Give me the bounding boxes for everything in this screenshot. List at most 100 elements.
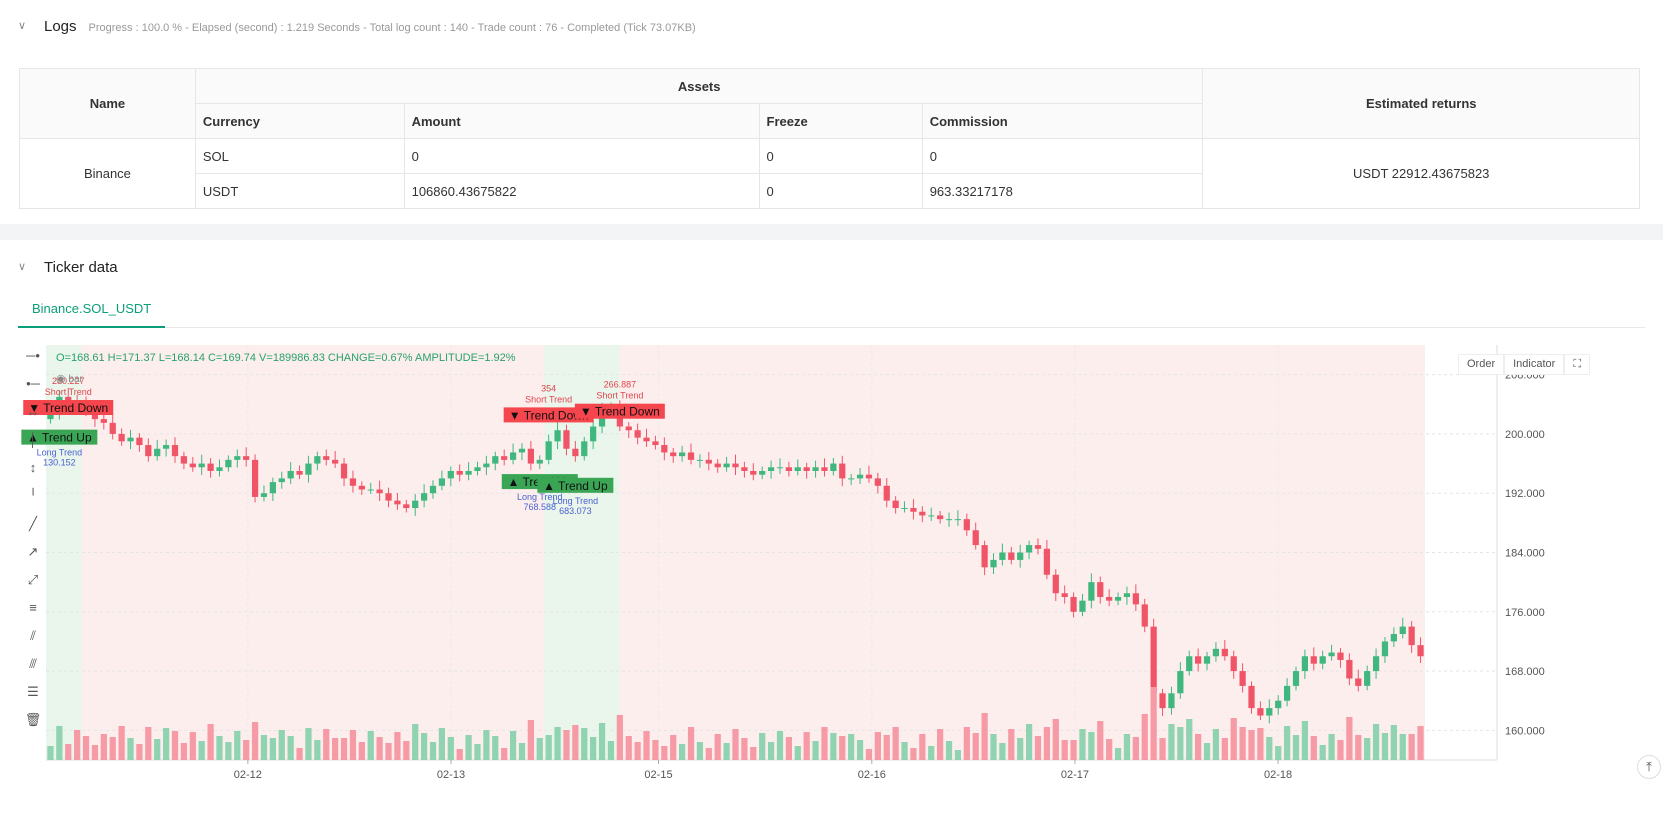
price-line-icon[interactable]: ≡ [29,600,37,615]
ticker-header[interactable]: ∨ Ticker data [18,259,118,276]
volume-bar [963,727,970,760]
fib-retracement-icon[interactable]: ☰ [27,684,39,699]
parallel-channel-icon[interactable]: ⫽ [30,628,36,643]
volume-bar [1230,718,1237,760]
annotation-top-text: Long Trend [37,448,83,458]
extended-line-icon[interactable]: ⤢ [27,572,39,587]
candle-body [1408,626,1415,646]
candle-body [492,456,499,464]
trend-line-icon[interactable]: ╱ [29,516,37,531]
logs-meta: Progress : 100.0 % - Elapsed (second) : … [88,22,696,34]
candle-body [1266,708,1273,716]
annotation-sub-text: 683.073 [559,506,592,516]
candle-body [848,478,855,480]
candle-body [750,470,757,475]
volume-bar [1292,735,1300,760]
volume-bar [723,743,730,760]
volume-bar [759,733,766,760]
volume-bar [536,738,543,760]
amount-cell: 0 [403,138,760,174]
logs-header[interactable]: ∨ Logs Progress : 100.0 % - Elapsed (sec… [18,18,696,35]
chevron-down-icon[interactable]: ∨ [18,261,27,273]
volume-bar [954,750,962,760]
volume-bar [981,713,988,760]
candle-body [234,456,241,460]
candle-body [865,474,873,479]
volume-bar [154,739,161,760]
vertical-line-icon[interactable]: │ [28,432,38,447]
candle-body [465,470,472,475]
horizontal-ray-icon[interactable]: •─ [26,376,40,391]
volume-bar [607,741,615,760]
fullscreen-icon[interactable]: ⛶ [1564,354,1591,375]
volume-bar [162,728,170,760]
candle-body [358,485,365,490]
candle-body [367,489,374,491]
annotation-sub-text: Short Trend [45,387,92,397]
annotation-top-text: Long Trend [517,492,563,502]
candle-body [972,530,979,546]
volume-bar [714,734,721,760]
x-tick-label: 02-13 [437,769,465,781]
candle-body [225,459,232,468]
order-button[interactable]: Order [1458,354,1505,375]
indicator-button[interactable]: Indicator [1504,354,1565,375]
table-row: USDT 106860.43675822 0 963.33217178 [20,173,1640,209]
candle-body [305,463,312,475]
candle-body [1079,600,1086,612]
volume-bar [1212,729,1220,760]
fib-channel-icon[interactable]: ⫻ [29,656,37,671]
volume-bar [118,726,125,760]
scroll-to-top-button[interactable]: ⤒ [1637,755,1661,779]
candle-body [732,463,739,468]
ray-icon[interactable]: ↗ [27,544,39,559]
annotation-sub-text: Short Trend [596,391,643,401]
candle-body [1364,671,1371,686]
volume-bar [581,728,588,760]
candle-body [501,456,508,460]
legend-bar[interactable]: ◉ bar [56,372,83,385]
volume-bar [1248,730,1255,760]
candle-body [830,463,837,471]
volume-bar [243,740,250,760]
horizontal-line-icon[interactable]: ─• [26,348,40,363]
candle-body [340,463,348,479]
volume-bar [928,746,935,760]
candle-body [287,470,294,479]
volume-bar [501,748,508,760]
candle-body [643,437,650,442]
volume-bar [1337,740,1344,760]
vertical-segment-icon[interactable]: ╵ [29,488,37,503]
candle-body [162,445,170,449]
candle-body [1106,596,1113,601]
vertical-ray-icon[interactable]: ↕ [29,460,37,475]
label-text: ▼ Trend Down [28,401,108,415]
candle-body [171,445,179,457]
volume-bar [207,724,214,760]
volume-bar [1346,717,1353,760]
eye-icon[interactable]: ◉ [56,373,66,385]
volume-bar [1132,737,1139,760]
segment-icon[interactable]: ↔ [26,404,40,419]
currency-cell: SOL [194,138,405,174]
candle-body [1186,656,1193,672]
candle-body [767,467,775,471]
candle-body [563,430,570,449]
candle-body [1150,626,1157,694]
trash-icon[interactable]: 🗑 [24,712,42,727]
candle-body [545,441,552,460]
candle-body [394,500,401,505]
candle-body [278,478,285,483]
currency-cell: USDT [194,173,405,209]
volume-bar [340,738,348,760]
candle-body [1417,645,1424,657]
candle-body [981,545,988,568]
candle-body [1052,574,1059,594]
candle-body [189,463,196,468]
candle-body [1114,596,1122,601]
tab-binance-sol-usdt[interactable]: Binance.SOL_USDT [18,290,166,328]
candle-body [679,452,686,457]
volume-bar [367,731,374,760]
chevron-down-icon[interactable]: ∨ [18,20,27,32]
